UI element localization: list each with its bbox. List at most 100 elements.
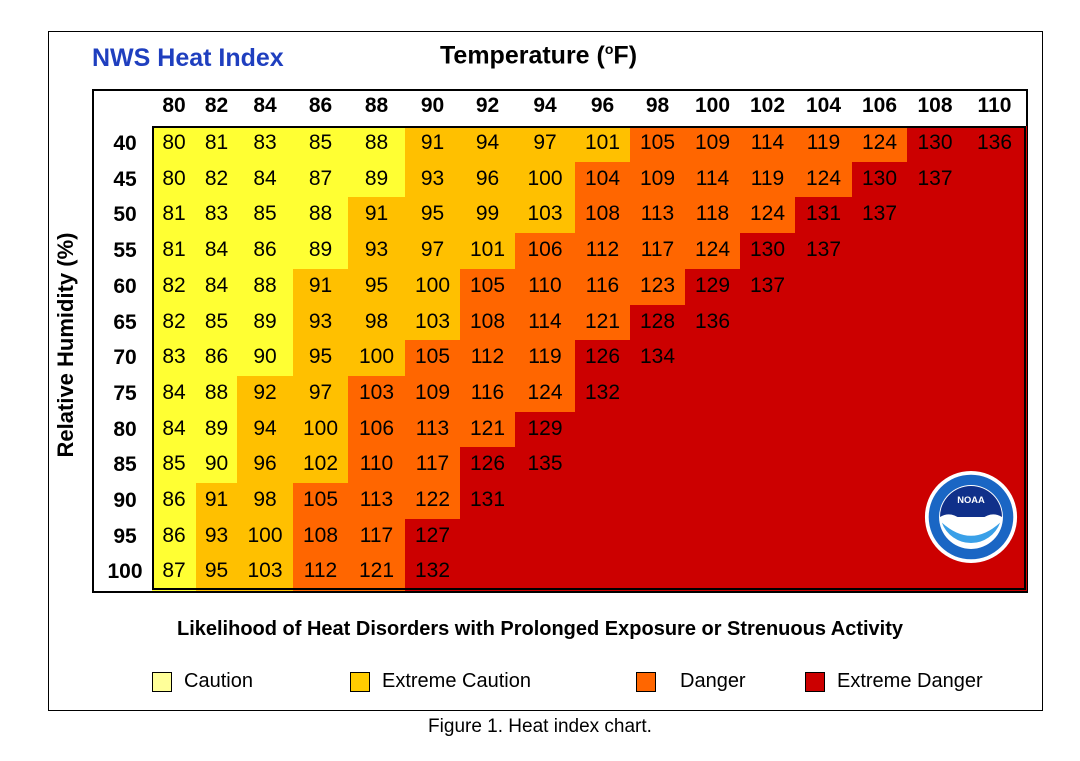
- heat-index-value: 95: [364, 274, 389, 297]
- heat-index-cell: [740, 340, 796, 377]
- heat-index-cell: [152, 519, 197, 555]
- heat-index-value: 92: [253, 381, 277, 404]
- heat-index-value: 113: [415, 417, 450, 440]
- heat-index-value: 84: [162, 381, 186, 404]
- heat-index-cell: [405, 233, 461, 270]
- heat-index-cell: [852, 126, 908, 163]
- heat-index-cell: [515, 412, 576, 448]
- heat-index-value: 98: [364, 310, 389, 333]
- heat-index-cell: [575, 554, 631, 591]
- heat-index-cell: [685, 376, 741, 413]
- heat-index-cell: [152, 483, 197, 520]
- legend-swatch: [636, 672, 656, 692]
- heat-index-cell: [795, 554, 853, 591]
- chart-subtitle: Likelihood of Heat Disorders with Prolon…: [176, 618, 904, 640]
- heat-index-cell: [907, 197, 964, 234]
- heat-index-cell: [907, 412, 964, 448]
- heat-index-value: 103: [247, 559, 283, 582]
- heat-index-value: 119: [750, 167, 785, 190]
- heat-index-cell: [740, 376, 796, 413]
- heat-index-cell: [852, 447, 908, 484]
- heat-index-cell: [907, 233, 964, 270]
- heat-index-cell: [630, 126, 686, 163]
- heat-index-cell: [152, 554, 197, 591]
- heat-index-cell: [963, 376, 1027, 413]
- temperature-tick-label: 110: [977, 94, 1012, 117]
- heat-index-value: 93: [364, 238, 389, 261]
- heat-index-cell: [237, 519, 294, 555]
- heat-index-cell: [515, 483, 576, 520]
- heat-index-cell: [348, 412, 406, 448]
- heat-index-cell: [237, 447, 294, 484]
- heat-index-cell: [152, 305, 197, 341]
- heat-index-value: 121: [469, 417, 506, 440]
- heat-index-cell: [405, 483, 461, 520]
- heat-index-value: 129: [527, 417, 563, 440]
- heat-index-value: 88: [364, 131, 389, 154]
- heat-index-value: 106: [527, 238, 563, 261]
- heat-index-cell: [405, 519, 461, 555]
- heat-index-cell: [852, 197, 908, 234]
- heat-index-value: 124: [749, 202, 786, 225]
- heat-index-value: 131: [469, 488, 506, 511]
- heat-index-cell: [293, 447, 349, 484]
- heat-index-value: 116: [585, 274, 620, 297]
- heat-index-value: 124: [694, 238, 731, 261]
- heat-index-cell: [237, 376, 294, 413]
- heat-index-value: 100: [302, 417, 339, 440]
- humidity-tick-label: 55: [113, 239, 137, 263]
- heat-index-value: 113: [640, 202, 675, 225]
- temperature-tick-label: 108: [917, 94, 953, 117]
- heat-index-cell: [575, 269, 631, 306]
- heat-index-cell: [405, 412, 461, 448]
- heat-index-value: 100: [414, 274, 451, 297]
- heat-index-cell: [293, 554, 349, 591]
- humidity-tick-label: 40: [113, 132, 137, 155]
- humidity-tick-label: 60: [113, 274, 137, 298]
- heat-index-value: 130: [749, 238, 786, 261]
- heat-index-cell: [237, 197, 294, 234]
- heat-index-cell: [196, 376, 238, 413]
- heat-index-cell: [630, 447, 686, 484]
- heat-index-cell: [963, 305, 1027, 341]
- heat-index-cell: [293, 376, 349, 413]
- heat-index-cell: [575, 519, 631, 555]
- heat-index-cell: [630, 269, 686, 306]
- temperature-tick-label: 104: [805, 94, 842, 117]
- heat-index-value: 85: [253, 202, 277, 225]
- heat-index-cell: [630, 519, 686, 555]
- svg-text:NOAA: NOAA: [957, 494, 985, 505]
- heat-index-cell: [348, 269, 406, 306]
- heat-index-cell: [152, 126, 197, 163]
- heat-index-cell: [907, 376, 964, 413]
- heat-index-value: 80: [162, 167, 186, 190]
- heat-index-cell: [630, 162, 686, 198]
- heat-index-cell: [293, 340, 349, 377]
- heat-index-value: 108: [469, 310, 506, 333]
- heat-index-value: 134: [639, 345, 676, 368]
- heat-index-value: 137: [917, 167, 953, 190]
- heat-index-value: 84: [162, 417, 186, 440]
- heat-index-cell: [852, 233, 908, 270]
- heat-index-value: 96: [475, 167, 500, 190]
- heat-index-value: 131: [805, 202, 842, 225]
- heat-index-cell: [575, 305, 631, 341]
- heat-index-value: 114: [528, 310, 562, 333]
- heat-index-value: 109: [414, 381, 451, 404]
- heat-index-value: 95: [308, 345, 333, 368]
- heat-index-cell: [795, 412, 853, 448]
- heat-index-value: 137: [749, 274, 786, 297]
- heat-index-cell: [852, 483, 908, 520]
- heat-index-cell: [795, 197, 853, 234]
- heat-index-cell: [460, 412, 516, 448]
- heat-index-cell: [795, 340, 853, 377]
- figure-caption: Figure 1. Heat index chart.: [428, 716, 652, 737]
- temperature-tick-label: 82: [204, 94, 229, 117]
- heat-index-cell: [515, 519, 576, 555]
- heat-index-value: 95: [204, 559, 229, 582]
- heat-index-value: 112: [470, 345, 505, 368]
- heat-index-value: 89: [308, 238, 333, 261]
- heat-index-cell: [196, 340, 238, 377]
- temperature-tick-label: 100: [694, 94, 731, 117]
- heat-index-cell: [575, 126, 631, 163]
